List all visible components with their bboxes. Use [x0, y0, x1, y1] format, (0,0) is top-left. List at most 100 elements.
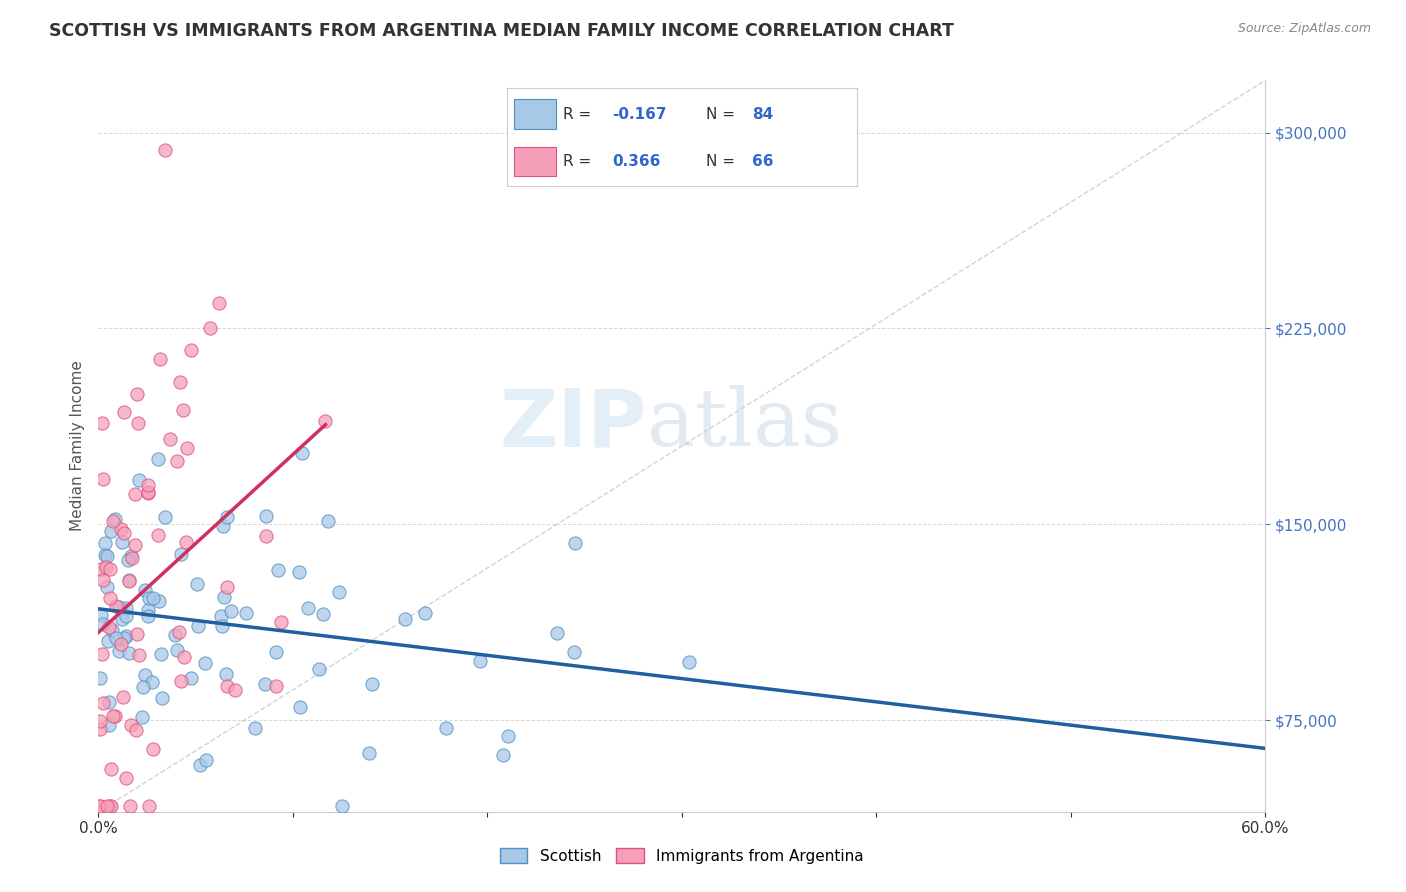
- Point: [169, 376, 191, 390]
- Point: [136, 609, 159, 624]
- Point: [170, 674, 193, 689]
- Point: [103, 514, 125, 528]
- Point: [97, 695, 120, 709]
- Text: Source: ZipAtlas.com: Source: ZipAtlas.com: [1237, 22, 1371, 36]
- Point: [308, 662, 330, 676]
- Point: [211, 619, 233, 633]
- Point: [101, 709, 124, 723]
- Point: [176, 441, 198, 455]
- Point: [149, 352, 172, 367]
- Point: [328, 584, 350, 599]
- Text: atlas: atlas: [647, 385, 842, 463]
- Point: [188, 757, 211, 772]
- Point: [91, 416, 114, 430]
- Point: [108, 644, 131, 658]
- Point: [148, 452, 170, 467]
- Point: [115, 609, 138, 624]
- Point: [91, 647, 114, 661]
- Point: [138, 591, 160, 605]
- Point: [91, 696, 114, 710]
- Point: [149, 647, 172, 661]
- Point: [413, 606, 436, 620]
- Point: [127, 416, 149, 430]
- Point: [166, 642, 188, 657]
- Point: [564, 536, 586, 550]
- Point: [330, 799, 353, 814]
- Point: [100, 799, 122, 814]
- Point: [146, 528, 169, 542]
- Point: [115, 629, 138, 643]
- Point: [97, 634, 120, 648]
- Point: [264, 644, 287, 658]
- Point: [270, 615, 292, 629]
- Point: [104, 512, 127, 526]
- Point: [110, 522, 132, 536]
- Point: [207, 296, 229, 310]
- Point: [180, 343, 202, 357]
- Point: [165, 628, 187, 642]
- Point: [120, 549, 142, 563]
- Point: [288, 700, 311, 714]
- Point: [546, 626, 568, 640]
- Point: [136, 485, 159, 500]
- Point: [118, 646, 141, 660]
- Point: [124, 487, 146, 501]
- Point: [267, 563, 290, 577]
- Point: [194, 656, 217, 670]
- Point: [198, 321, 221, 335]
- Point: [134, 667, 156, 681]
- Point: [264, 679, 287, 693]
- Point: [215, 580, 238, 594]
- Point: [98, 799, 121, 814]
- Point: [101, 623, 124, 637]
- Point: [112, 631, 135, 645]
- Point: [89, 671, 111, 685]
- Point: [155, 509, 177, 524]
- Y-axis label: Median Family Income: Median Family Income: [69, 360, 84, 532]
- Point: [131, 710, 153, 724]
- Point: [124, 538, 146, 552]
- Point: [98, 591, 121, 606]
- Point: [110, 637, 132, 651]
- Point: [127, 626, 149, 640]
- Point: [170, 547, 193, 561]
- Point: [94, 559, 117, 574]
- Point: [89, 714, 111, 728]
- Point: [128, 473, 150, 487]
- Point: [359, 746, 381, 760]
- Point: [120, 718, 142, 732]
- Point: [96, 549, 118, 564]
- Point: [89, 722, 111, 736]
- Point: [153, 143, 176, 157]
- Point: [96, 580, 118, 594]
- Point: [90, 562, 112, 576]
- Point: [132, 681, 155, 695]
- Point: [112, 405, 135, 419]
- Point: [496, 729, 519, 743]
- Point: [224, 682, 246, 697]
- Point: [105, 631, 128, 645]
- Point: [114, 601, 136, 615]
- Point: [470, 654, 492, 668]
- Point: [174, 534, 197, 549]
- Point: [89, 799, 111, 814]
- Point: [118, 574, 141, 589]
- Point: [159, 432, 181, 446]
- Point: [91, 574, 114, 588]
- Point: [187, 619, 209, 633]
- Point: [100, 524, 122, 538]
- Point: [288, 565, 311, 579]
- Point: [125, 723, 148, 737]
- Point: [180, 671, 202, 685]
- Point: [93, 472, 115, 486]
- Point: [235, 606, 257, 620]
- Point: [104, 708, 127, 723]
- Point: [434, 722, 457, 736]
- Point: [136, 603, 159, 617]
- Point: [138, 799, 160, 814]
- Point: [98, 562, 121, 576]
- Point: [136, 486, 159, 500]
- Point: [492, 747, 515, 762]
- Point: [209, 609, 232, 624]
- Point: [136, 477, 159, 491]
